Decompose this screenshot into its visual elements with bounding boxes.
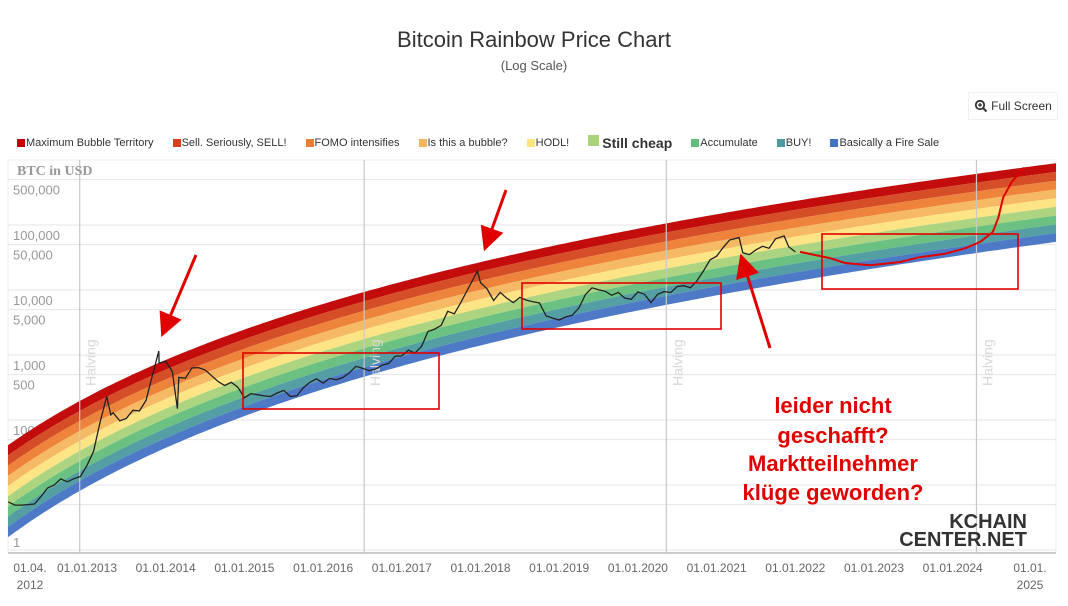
x-tick-label: 01.01.2023 [844, 561, 904, 575]
legend-swatch [776, 139, 785, 147]
legend-swatch [830, 139, 839, 147]
halving-label: Halving [367, 339, 383, 386]
legend-label: Basically a Fire Sale [839, 137, 940, 149]
halving-label: Halving [979, 339, 995, 386]
x-tick-label: 01.01.2022 [765, 561, 825, 575]
y-tick-label: 5,000 [13, 313, 46, 328]
x-tick-label: 01.04. 2012 [13, 561, 46, 592]
watermark-line: KCHAIN [949, 511, 1027, 533]
annotation-line: klüge geworden? [743, 480, 924, 505]
legend-swatch [418, 139, 427, 147]
legend-swatch [526, 139, 535, 147]
annotation-box-2019 [521, 282, 722, 330]
x-tick-label: 01.01.2018 [450, 561, 510, 575]
legend-label: Is this a bubble? [427, 137, 508, 149]
legend-item[interactable]: Sell. Seriously, SELL! [172, 137, 287, 149]
x-tick-label: 01.01.2014 [136, 561, 196, 575]
legend-label: Still cheap [602, 135, 673, 151]
x-tick-label: 01.01.2017 [372, 561, 432, 575]
x-tick-label: 01.01.2013 [57, 561, 117, 575]
y-tick-label: 500,000 [13, 183, 60, 198]
arrow-icon [480, 189, 508, 252]
annotation-line: Marktteilnehmer [748, 451, 918, 476]
legend-item[interactable]: Accumulate [691, 137, 758, 149]
legend-item[interactable]: Still cheap [588, 134, 673, 151]
legend-item[interactable]: HODL! [526, 137, 570, 149]
annotation-box-2015 [242, 352, 440, 410]
legend-item[interactable]: FOMO intensifies [305, 137, 400, 149]
y-tick-label: 50,000 [13, 248, 53, 263]
watermark-line: CENTER.NET [899, 529, 1027, 551]
full-screen-button[interactable]: Full Screen [968, 92, 1058, 120]
annotation-line: leider nicht [774, 393, 892, 418]
x-tick-label: 01.01.2019 [529, 561, 589, 575]
watermark-logo: KCHAIN CENTER.NET [899, 511, 1027, 551]
zoom-in-icon [975, 99, 988, 113]
legend-label: Maximum Bubble Territory [26, 137, 154, 149]
legend-label: BUY! [785, 137, 812, 149]
x-tick-label: 01.01. 2025 [1013, 561, 1046, 592]
legend-swatch [17, 139, 25, 147]
arrow-icon [159, 254, 198, 338]
x-tick-label: 01.01.2021 [687, 561, 747, 575]
y-tick-label: 100,000 [13, 228, 60, 243]
x-axis-labels: 01.04. 2012 01.01.2013 01.01.2014 01.01.2015… [13, 561, 1046, 592]
drawn-projection-line [799, 167, 1026, 267]
legend-label: Accumulate [700, 137, 758, 149]
x-tick-label: 01.01.2024 [923, 561, 983, 575]
annotation-boxes [242, 233, 1019, 410]
arrow-icon [736, 253, 772, 349]
legend-swatch [305, 139, 314, 147]
chart-legend: Maximum Bubble Territory Sell. Seriously,… [17, 134, 958, 151]
full-screen-label: Full Screen [991, 99, 1052, 113]
legend-item[interactable]: Maximum Bubble Territory [17, 137, 154, 149]
legend-item[interactable]: Basically a Fire Sale [830, 137, 939, 149]
y-tick-label: 500 [13, 378, 35, 393]
legend-swatch [172, 139, 181, 147]
legend-item[interactable]: BUY! [776, 137, 812, 149]
annotation-box-2023 [821, 233, 1019, 290]
halving-label: Halving [83, 339, 99, 386]
y-tick-label: 10,000 [13, 293, 53, 308]
annotation-text: leider nicht geschafft? Marktteilnehmer … [743, 393, 924, 505]
legend-item[interactable]: Is this a bubble? [418, 137, 508, 149]
legend-label: Sell. Seriously, SELL! [181, 137, 287, 149]
y-tick-label: 1,000 [13, 358, 46, 373]
y-tick-label: 1 [13, 535, 20, 550]
x-tick-label: 01.01.2015 [214, 561, 274, 575]
halving-label: Halving [669, 339, 685, 386]
x-tick-label: 01.01.2020 [608, 561, 668, 575]
halving-lines: Halving Halving Halving Halving [79, 160, 995, 553]
legend-label: FOMO intensifies [314, 137, 400, 149]
x-tick-label: 01.01.2016 [293, 561, 353, 575]
chart-subtitle: (Log Scale) [500, 58, 568, 73]
legend-swatch [691, 139, 700, 147]
chart-title: Bitcoin Rainbow Price Chart [397, 27, 671, 52]
btc-price-line [8, 235, 796, 506]
legend-swatch [588, 134, 600, 146]
annotation-line: geschafft? [777, 423, 888, 448]
annotation-arrows [159, 189, 772, 349]
y-axis-title: BTC in USD [17, 164, 92, 179]
legend-label: HODL! [535, 137, 570, 149]
